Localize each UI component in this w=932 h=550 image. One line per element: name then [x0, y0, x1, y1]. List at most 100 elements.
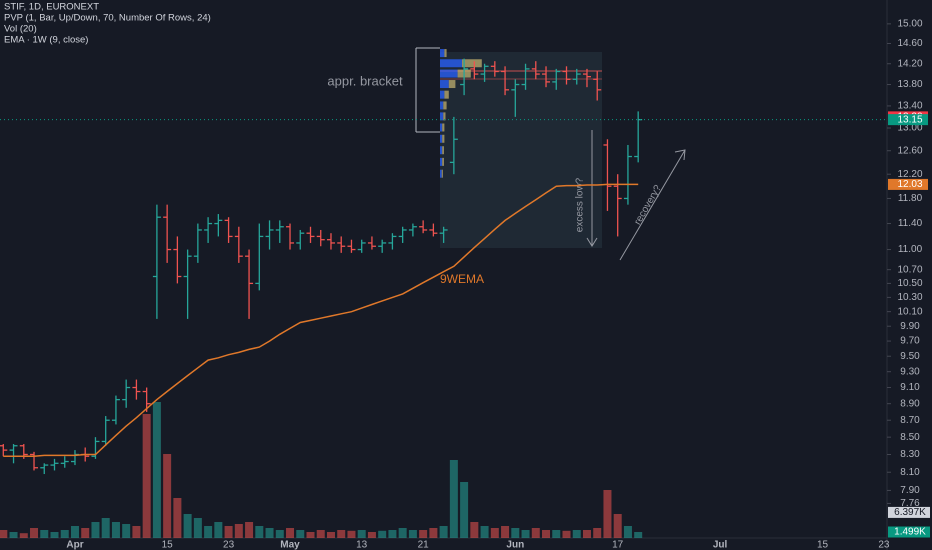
y-tick-label: 10.10	[897, 306, 922, 317]
annotation: excess low?	[575, 177, 586, 232]
volume-bar	[347, 530, 356, 538]
y-tick-label: 8.50	[900, 432, 920, 443]
y-tick-label: 14.20	[897, 58, 922, 69]
volume-bar	[204, 526, 213, 538]
volume-label: 6.397K	[894, 507, 926, 518]
x-tick-label: 15	[162, 540, 174, 550]
profile-up	[440, 49, 445, 58]
ema-line	[3, 183, 639, 457]
x-tick-label: 23	[223, 540, 235, 550]
y-tick-label: 11.40	[898, 218, 923, 229]
y-tick-label: 9.70	[900, 336, 920, 347]
volume-bar	[623, 526, 632, 538]
bracket	[415, 47, 440, 133]
profile-up	[440, 134, 443, 143]
volume-bar	[562, 530, 571, 538]
volume-bar	[40, 530, 49, 538]
volume-bar	[552, 530, 561, 538]
profile-down	[442, 134, 445, 143]
annotation: appr. bracket	[327, 73, 403, 88]
x-tick-label: 17	[612, 540, 624, 550]
volume-bar	[326, 532, 335, 538]
range-box	[440, 52, 602, 248]
volume-bar	[316, 530, 325, 538]
price-label: 13.15	[897, 114, 922, 125]
volume-bar	[81, 528, 90, 538]
volume-label-bg	[888, 506, 930, 518]
volume-bar	[296, 530, 305, 538]
arrow	[619, 149, 686, 261]
price-label-bg	[888, 178, 928, 190]
volume-bar	[357, 530, 366, 538]
volume-bar	[9, 532, 18, 538]
volume-bar	[634, 532, 643, 538]
volume-bar	[183, 514, 192, 538]
profile-up	[440, 69, 458, 78]
profile-up	[440, 146, 443, 155]
y-tick-label: 8.30	[900, 449, 920, 460]
y-tick-label: 10.70	[897, 264, 922, 275]
volume-bar	[378, 530, 387, 538]
y-tick-label: 15.00	[897, 19, 922, 30]
volume-bar	[388, 530, 397, 538]
indicator: EMA · 1W (9, close)	[4, 35, 88, 46]
volume-bar	[480, 526, 489, 538]
y-tick-label: 9.90	[900, 321, 920, 332]
volume-bar	[101, 518, 110, 538]
y-tick-label: 12.60	[897, 145, 922, 156]
profile-down	[442, 123, 445, 132]
volume-bar	[367, 532, 376, 538]
volume-bar	[163, 454, 172, 538]
profile-up	[440, 80, 449, 89]
x-tick-label: 13	[356, 540, 368, 550]
y-tick-label: 8.90	[900, 398, 920, 409]
profile-down	[444, 90, 449, 99]
volume-bar	[460, 482, 469, 538]
volume-bar	[70, 526, 79, 538]
profile-up	[440, 157, 443, 166]
x-tick-label: May	[280, 540, 300, 550]
y-tick-label: 13.00	[897, 123, 922, 134]
price-label: 12.03	[897, 179, 922, 190]
x-tick-label: 23	[878, 540, 890, 550]
x-tick-label: Jul	[713, 540, 728, 550]
profile-down	[462, 59, 482, 68]
x-tick-label: Apr	[66, 540, 83, 550]
volume-bar	[214, 522, 223, 538]
profile-up	[440, 59, 462, 68]
profile-down	[442, 157, 444, 166]
volume-bar	[224, 526, 233, 538]
y-tick-label: 7.90	[900, 485, 920, 496]
indicator: PVP (1, Bar, Up/Down, 70, Number Of Rows…	[4, 13, 211, 24]
volume-bar	[91, 522, 100, 538]
profile-up	[440, 90, 445, 99]
volume-bar	[582, 530, 591, 538]
volume-bar	[603, 490, 612, 538]
volume-bar	[521, 530, 530, 538]
volume-bar	[132, 526, 141, 538]
y-tick-label: 8.70	[900, 415, 920, 426]
y-tick-label: 13.80	[897, 79, 922, 90]
volume-bar	[19, 533, 28, 538]
volume-bar	[286, 528, 295, 538]
profile-down	[448, 80, 456, 89]
profile-down	[441, 169, 443, 178]
profile-down	[444, 49, 447, 58]
indicator: Vol (20)	[4, 24, 37, 35]
volume-bar	[265, 528, 274, 538]
y-tick-label: 11.80	[898, 193, 923, 204]
volume-bar	[613, 514, 622, 538]
y-tick-label: 14.60	[897, 38, 922, 49]
volume-bar	[152, 402, 161, 538]
volume-bar	[593, 528, 602, 538]
profile-down	[443, 112, 446, 121]
volume-bar	[0, 530, 8, 538]
y-tick-label: 9.10	[900, 382, 920, 393]
volume-bar	[234, 524, 243, 538]
chart-title: STIF, 1D, EURONEXT	[4, 2, 99, 13]
profile-up	[440, 169, 442, 178]
volume-bar	[275, 530, 284, 538]
y-tick-label: 9.30	[900, 366, 920, 377]
y-tick-label: 12.20	[897, 169, 922, 180]
